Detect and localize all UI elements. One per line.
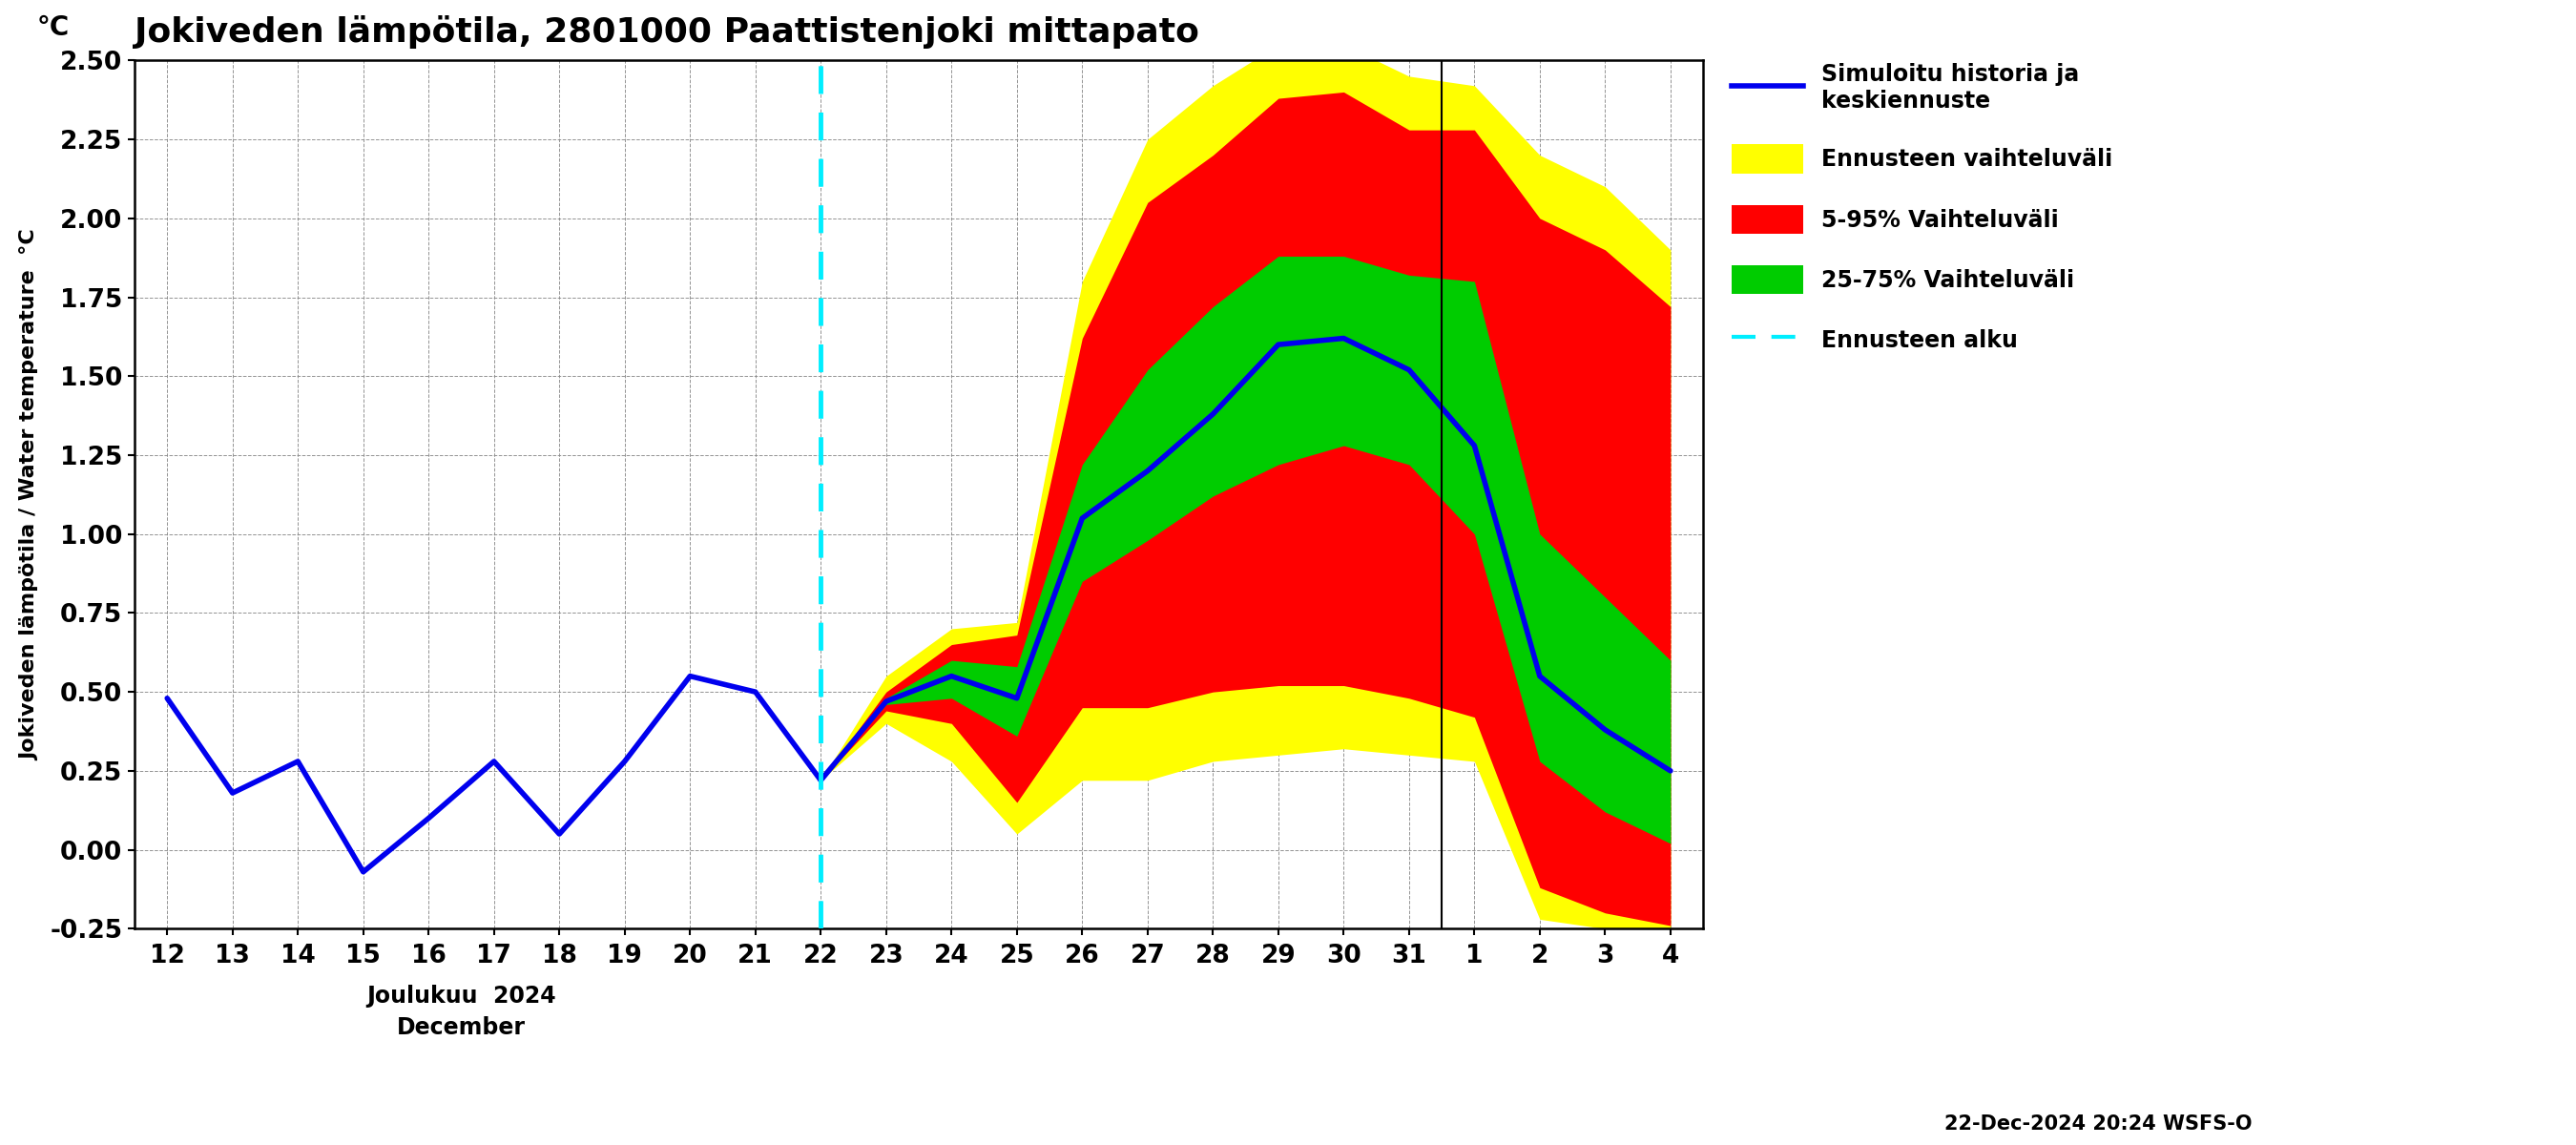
Text: December: December	[397, 1017, 526, 1040]
Text: °C: °C	[36, 15, 70, 41]
Text: Jokiveden lämpötila, 2801000 Paattistenjoki mittapato: Jokiveden lämpötila, 2801000 Paattistenj…	[134, 15, 1198, 48]
Legend: Simuloitu historia ja
keskiennuste, Ennusteen vaihteluväli, 5-95% Vaihteluväli, : Simuloitu historia ja keskiennuste, Ennu…	[1723, 54, 2123, 364]
Y-axis label: Jokiveden lämpötila / Water temperature  °C: Jokiveden lämpötila / Water temperature …	[21, 229, 39, 760]
Text: 22-Dec-2024 20:24 WSFS-O: 22-Dec-2024 20:24 WSFS-O	[1945, 1114, 2251, 1134]
Text: Joulukuu  2024: Joulukuu 2024	[366, 985, 556, 1008]
